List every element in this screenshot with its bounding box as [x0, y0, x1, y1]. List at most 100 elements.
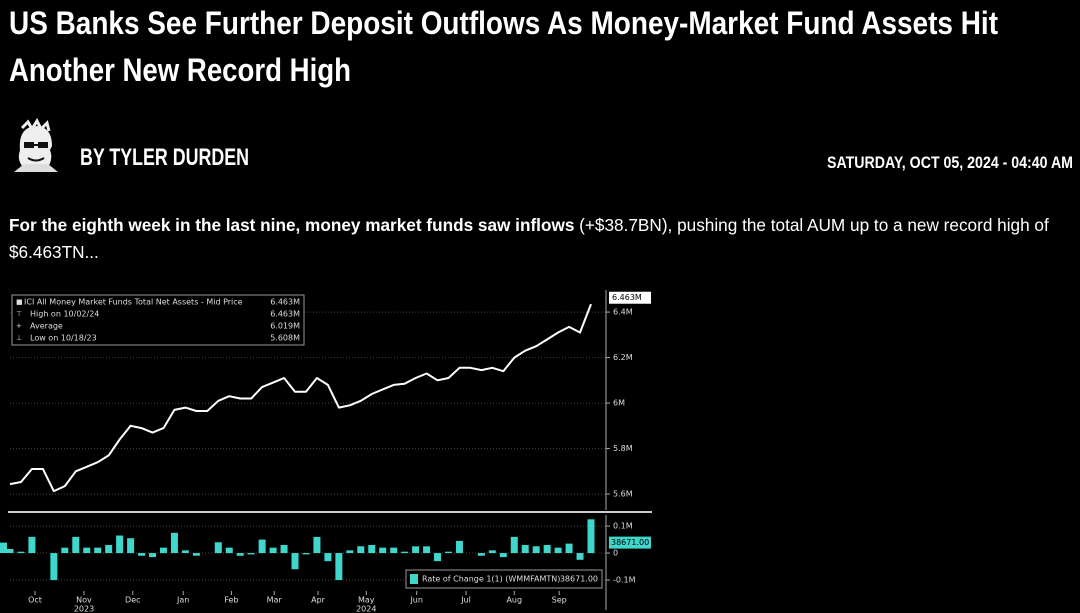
x-tick-label: Jun	[409, 596, 423, 605]
legend: ■ ICI All Money Market Funds Total Net As…	[11, 294, 305, 346]
bar	[444, 551, 452, 554]
bar	[0, 542, 7, 554]
bar	[510, 536, 518, 554]
bar	[105, 544, 113, 554]
bar	[170, 532, 178, 554]
last-value-tag	[609, 536, 651, 549]
bar	[214, 542, 222, 554]
legend-symbol: ■	[16, 298, 23, 306]
bar	[138, 553, 146, 556]
legend: Rate of Change 1(1) (WMMFAMTN) 38671.00	[405, 569, 603, 589]
bar	[258, 539, 266, 554]
bar	[6, 549, 14, 554]
legend-value: 6.019M	[270, 322, 300, 331]
article-date: SATURDAY, OCT 05, 2024 - 04:40 AM	[827, 153, 1073, 172]
legend-value: 5.608M	[270, 334, 300, 343]
author-name: BY TYLER DURDEN	[80, 144, 249, 171]
legend-value: 38671.00	[560, 575, 598, 584]
bar	[455, 540, 463, 554]
bar	[61, 547, 69, 554]
bar	[127, 538, 135, 554]
bar	[346, 550, 354, 554]
paragraph-text: (+$38.7BN), pushing the total AUM up to …	[9, 215, 1049, 262]
x-tick-label: Jul	[460, 596, 471, 605]
legend-swatch	[410, 574, 418, 584]
bar	[291, 553, 299, 570]
bar	[554, 547, 562, 554]
legend-value: 6.463M	[270, 310, 300, 319]
y-tick-label: 0	[613, 549, 618, 558]
bar	[488, 550, 496, 554]
legend-label: Average	[30, 322, 63, 331]
bar	[50, 553, 58, 581]
x-tick-label: Jan	[176, 596, 189, 605]
bar	[532, 546, 540, 554]
legend-label: Rate of Change 1(1) (WMMFAMTN)	[422, 575, 560, 584]
article-title: Another New Record High	[9, 52, 351, 88]
bar	[192, 553, 200, 556]
bar	[159, 547, 167, 554]
bar	[324, 553, 332, 562]
bar	[72, 536, 80, 554]
legend-symbol: ⊤	[16, 310, 22, 318]
last-value-label: 38671.00	[611, 538, 649, 547]
legend-box	[405, 569, 603, 589]
bar	[521, 544, 529, 554]
y-tick-label: -0.1M	[613, 576, 636, 585]
bar	[499, 553, 507, 558]
x-group-label: 2024	[356, 605, 376, 613]
bar	[379, 547, 387, 554]
bar	[401, 551, 409, 554]
last-value-tag	[609, 291, 651, 304]
y-tick-label: 5.8M	[613, 444, 633, 453]
bar	[94, 547, 102, 554]
paragraph-bold: For the eighth week in the last nine, mo…	[9, 215, 575, 235]
bar	[149, 553, 157, 558]
bar	[357, 546, 365, 554]
data-line	[9, 303, 592, 493]
bar	[543, 544, 551, 554]
bar	[28, 536, 36, 554]
article-title: US Banks See Further Deposit Outflows As…	[9, 5, 998, 41]
bar	[181, 550, 189, 554]
bar	[477, 553, 485, 556]
x-tick-label: Apr	[311, 596, 326, 605]
last-value-label: 6.463M	[612, 293, 642, 302]
bar	[576, 553, 584, 560]
legend-label: Low on 10/18/23	[30, 334, 97, 343]
bar	[236, 553, 244, 556]
author-avatar	[12, 117, 58, 172]
legend-label: High on 10/02/24	[30, 310, 99, 319]
bar	[302, 553, 310, 555]
bar	[83, 547, 91, 554]
legend-symbol: ⊥	[16, 334, 22, 342]
x-group-label: 2023	[74, 605, 94, 613]
y-tick-label: 0.1M	[613, 522, 633, 531]
y-tick-label: 6M	[613, 399, 625, 408]
y-tick-label: 6.4M	[613, 308, 633, 317]
bar	[247, 553, 255, 555]
legend-label: ICI All Money Market Funds Total Net Ass…	[24, 298, 243, 307]
legend-box	[11, 294, 305, 346]
legend-symbol: +	[16, 322, 22, 330]
x-tick-label: Feb	[224, 596, 238, 605]
x-tick-label: Oct	[28, 596, 42, 605]
bar	[565, 543, 573, 554]
article-paragraph: For the eighth week in the last nine, mo…	[9, 212, 1071, 266]
x-tick-label: Dec	[125, 596, 140, 605]
x-tick-label: Aug	[506, 596, 522, 605]
bar	[280, 544, 288, 554]
y-tick-label: 6.2M	[613, 353, 633, 362]
bar	[423, 546, 431, 554]
bar	[587, 519, 595, 554]
x-tick-label: Mar	[267, 596, 283, 605]
x-tick-label: Sep	[552, 596, 567, 605]
x-tick-label: Nov	[76, 596, 92, 605]
bar	[17, 551, 25, 554]
y-tick-label: 5.6M	[613, 490, 633, 499]
bar	[313, 536, 321, 554]
bar	[225, 547, 233, 554]
